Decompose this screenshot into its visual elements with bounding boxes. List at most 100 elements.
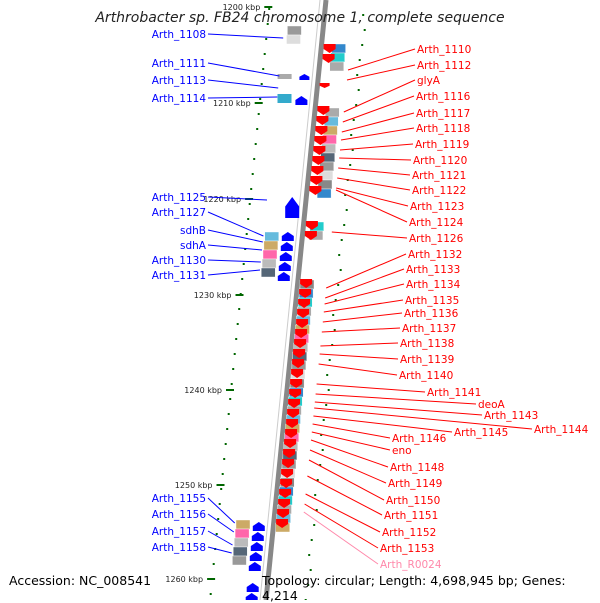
gene-arrow — [319, 83, 330, 88]
gene-arrow — [279, 252, 292, 261]
gene-arrow — [250, 542, 263, 551]
gene-label-arth_1126[interactable]: Arth_1126 — [409, 233, 464, 245]
gene-label-arth_1148[interactable]: Arth_1148 — [390, 462, 444, 474]
gene-arrow — [322, 54, 335, 63]
gene-label-arth_1141[interactable]: Arth_1141 — [427, 387, 481, 399]
ruler-dot — [339, 269, 342, 271]
gene-label-arth_1125[interactable]: Arth_1125 — [152, 192, 206, 204]
gene-label-arth_r0024[interactable]: Arth_R0024 — [380, 559, 442, 571]
gene-label-arth_1117[interactable]: Arth_1117 — [416, 108, 470, 120]
ruler-dot — [217, 518, 220, 520]
ruler-dot — [357, 89, 360, 91]
gene-label-arth_1124[interactable]: Arth_1124 — [409, 217, 464, 229]
label-leader-line — [207, 33, 284, 39]
cog-box — [232, 555, 247, 566]
ruler-dot — [316, 479, 319, 481]
gene-label-arth_1136[interactable]: Arth_1136 — [404, 308, 459, 320]
gene-label-arth_1151[interactable]: Arth_1151 — [384, 510, 438, 522]
gene-label-arth_1122[interactable]: Arth_1122 — [412, 185, 466, 197]
gene-arrow — [282, 459, 295, 468]
gene-label-arth_1113[interactable]: Arth_1113 — [152, 75, 206, 87]
gene-label-arth_1132[interactable]: Arth_1132 — [408, 249, 462, 261]
ruler-dot — [253, 158, 256, 160]
gene-label-arth_1135[interactable]: Arth_1135 — [405, 295, 459, 307]
gene-label-arth_1108[interactable]: Arth_1108 — [152, 29, 206, 41]
gene-label-arth_1143[interactable]: Arth_1143 — [484, 410, 538, 422]
gene-label-arth_1116[interactable]: Arth_1116 — [416, 91, 471, 103]
ruler-dot — [345, 209, 348, 211]
ruler-dot — [242, 263, 245, 265]
gene-label-arth_1110[interactable]: Arth_1110 — [417, 44, 471, 56]
gene-label-arth_1134[interactable]: Arth_1134 — [406, 279, 461, 291]
gene-arrow — [280, 242, 293, 251]
gene-label-arth_1137[interactable]: Arth_1137 — [402, 323, 456, 335]
gene-label-arth_1131[interactable]: Arth_1131 — [152, 270, 206, 282]
gene-label-arth_1133[interactable]: Arth_1133 — [406, 264, 460, 276]
ruler-dot — [325, 404, 328, 406]
gene-label-arth_1153[interactable]: Arth_1153 — [380, 543, 434, 555]
gene-labels[interactable]: Arth_1108 Arth_1111 Arth_1113 Arth_1114 Arth… — [152, 29, 589, 571]
gene-label-arth_1155[interactable]: Arth_1155 — [152, 493, 206, 505]
gene-label-arth_1130[interactable]: Arth_1130 — [152, 255, 206, 267]
label-leader-line — [207, 269, 261, 276]
gene-arrow — [294, 339, 307, 348]
label-leader-line — [343, 79, 416, 113]
gene-label-arth_1145[interactable]: Arth_1145 — [454, 427, 508, 439]
gene-label-arth_1111[interactable]: Arth_1111 — [152, 58, 206, 70]
gene-arrow — [293, 349, 306, 358]
ruler-dot — [337, 284, 340, 286]
gene-arrow — [297, 309, 310, 318]
gene-label-arth_1114[interactable]: Arth_1114 — [152, 93, 207, 105]
gene-arrow — [285, 429, 298, 438]
gene-label-arth_1140[interactable]: Arth_1140 — [399, 370, 453, 382]
label-leader-line — [207, 62, 280, 77]
topology-text: Topology: circular; Length: 4,698,945 bp… — [262, 573, 566, 603]
gene-label-eno[interactable]: eno — [392, 445, 412, 457]
gene-label-arth_1138[interactable]: Arth_1138 — [400, 338, 454, 350]
ruler-dot — [338, 254, 341, 256]
gene-arrow — [314, 136, 327, 145]
ruler-dot — [221, 473, 224, 475]
ruler-dot — [320, 434, 323, 436]
gene-arrow — [287, 409, 300, 418]
gene-label-deoa[interactable]: deoA — [478, 399, 506, 411]
gene-label-arth_1119[interactable]: Arth_1119 — [415, 139, 469, 151]
cog-box — [286, 34, 301, 45]
ruler-dot — [266, 23, 269, 25]
gene-arrow — [248, 562, 261, 571]
gene-label-glya[interactable]: glyA — [417, 75, 441, 87]
ruler-dots — [209, 8, 366, 600]
label-leader-line — [320, 342, 399, 347]
gene-label-arth_1146[interactable]: Arth_1146 — [392, 433, 447, 445]
ruler-dot — [245, 233, 248, 235]
gene-label-arth_1149[interactable]: Arth_1149 — [388, 478, 442, 490]
gene-arrow — [279, 489, 292, 498]
gene-label-arth_1158[interactable]: Arth_1158 — [152, 542, 206, 554]
ruler-tick-label: 1260 kbp — [165, 575, 203, 584]
chromosome-backbone — [259, 0, 329, 600]
gene-label-arth_1144[interactable]: Arth_1144 — [534, 424, 589, 436]
ruler-dot — [263, 53, 266, 55]
gene-label-arth_1121[interactable]: Arth_1121 — [412, 170, 466, 182]
label-leader-line — [207, 196, 268, 201]
gene-label-arth_1112[interactable]: Arth_1112 — [417, 60, 471, 72]
gene-arrow — [315, 126, 328, 135]
ruler-dot — [314, 494, 317, 496]
gene-label-arth_1139[interactable]: Arth_1139 — [400, 354, 454, 366]
map-title: Arthrobacter sp. FB24 chromosome 1, comp… — [95, 10, 505, 26]
gene-label-arth_1157[interactable]: Arth_1157 — [152, 526, 206, 538]
cog-box — [261, 258, 277, 269]
gene-label-arth_1127[interactable]: Arth_1127 — [152, 207, 206, 219]
ruler-dot — [308, 554, 311, 556]
gene-label-sdhb[interactable]: sdhB — [180, 225, 206, 237]
gene-label-arth_1118[interactable]: Arth_1118 — [416, 123, 470, 135]
gene-label-arth_1156[interactable]: Arth_1156 — [152, 509, 207, 521]
ruler-dot — [328, 359, 331, 361]
gene-arrow — [296, 319, 309, 328]
gene-label-arth_1120[interactable]: Arth_1120 — [413, 155, 467, 167]
gene-label-arth_1150[interactable]: Arth_1150 — [386, 495, 440, 507]
gene-label-sdha[interactable]: sdhA — [180, 240, 207, 252]
gene-label-arth_1123[interactable]: Arth_1123 — [410, 201, 464, 213]
label-leader-line — [307, 475, 383, 516]
gene-label-arth_1152[interactable]: Arth_1152 — [382, 527, 436, 539]
